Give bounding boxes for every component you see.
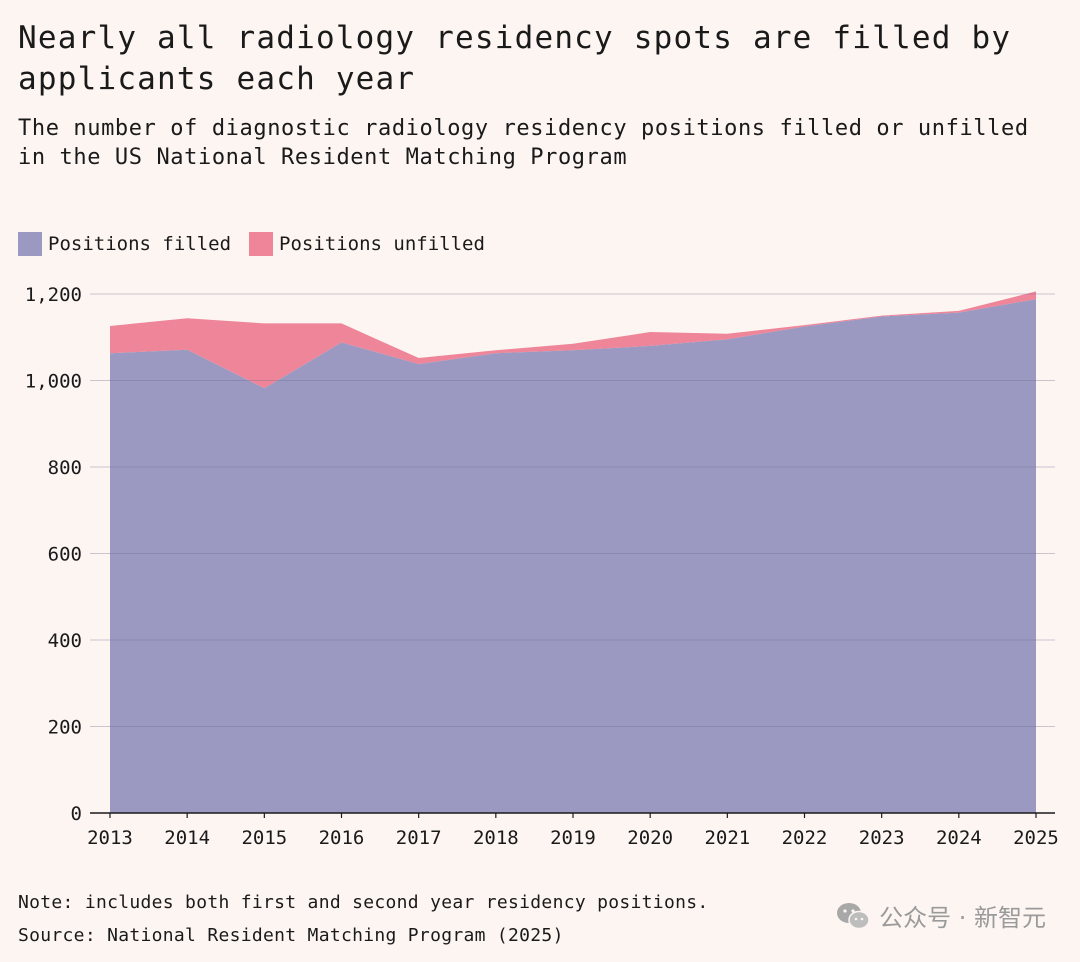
chart-title: Nearly all radiology residency spots are… [18,20,1012,97]
y-tick-label: 600 [48,544,82,566]
legend: Positions filled Positions unfilled [18,232,485,256]
x-tick-label: 2018 [473,827,519,849]
legend-item-filled: Positions filled [18,232,231,256]
x-tick-label: 2017 [396,827,442,849]
area-positions-filled [110,299,1036,813]
watermark-text: 公众号 · 新智元 [879,904,1046,932]
x-tick-label: 2013 [87,827,133,849]
y-tick-label: 0 [71,803,82,825]
x-tick-label: 2022 [782,827,828,849]
legend-swatch-unfilled [249,232,274,256]
legend-label-filled: Positions filled [48,233,232,255]
note-text: Note: includes both first and second yea… [18,892,709,913]
legend-label-unfilled: Positions unfilled [279,233,485,255]
footnote: Note: includes both first and second yea… [18,886,709,952]
x-tick-label: 2025 [1013,827,1059,849]
y-tick-label: 800 [48,457,82,479]
y-tick-label: 200 [48,717,82,739]
x-tick-label: 2020 [627,827,673,849]
legend-swatch-filled [18,232,42,256]
legend-item-unfilled: Positions unfilled [249,232,485,256]
x-tick-label: 2016 [319,827,365,849]
chart-subtitle: The number of diagnostic radiology resid… [18,116,1029,170]
source-text: Source: National Resident Matching Progr… [18,925,564,946]
y-tick-label: 400 [48,630,82,652]
y-tick-label: 1,000 [25,371,82,393]
x-tick-label: 2015 [241,827,287,849]
watermark: 公众号 · 新智元 [835,898,1046,933]
area-positions-unfilled [110,291,1036,389]
x-tick-label: 2021 [704,827,750,849]
x-tick-label: 2014 [164,827,210,849]
x-tick-label: 2024 [936,827,982,849]
y-tick-label: 1,200 [25,284,82,306]
x-tick-label: 2023 [859,827,905,849]
wechat-icon [835,901,871,931]
x-tick-label: 2019 [550,827,596,849]
